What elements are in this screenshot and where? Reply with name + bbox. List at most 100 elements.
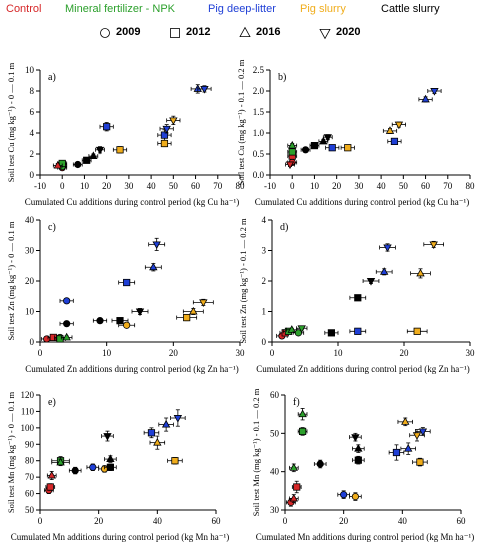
orange-triangle-down-marker: [199, 299, 208, 308]
legend-circle-marker: [100, 28, 110, 38]
data-point: [118, 278, 136, 287]
black-circle-marker: [63, 320, 71, 328]
legend-treatment-2: Pig deep-litter: [208, 3, 276, 15]
data-point: [88, 151, 99, 160]
x-tick-label: 60: [191, 181, 201, 191]
y-tick-label: 0.0: [253, 170, 265, 180]
legend-treatment-1: Mineral fertilizer - NPK: [65, 3, 176, 15]
black-square-marker: [327, 329, 336, 337]
data-point: [418, 94, 433, 103]
black-square-marker: [106, 463, 114, 471]
data-point: [52, 160, 63, 169]
orange-triangle-up-marker: [385, 126, 395, 134]
orange-square-marker: [183, 313, 191, 322]
legend-square-marker: [170, 28, 180, 38]
blue-square-marker: [123, 278, 131, 287]
x-axis-label: Cumulated Zn additions during control pe…: [256, 364, 469, 374]
x-tick-label: 0: [60, 181, 65, 191]
panel-f: 0 20 40 60 30 40 50 60 f) Cumulated Mn additions …: [251, 388, 474, 542]
x-tick-label: 30: [466, 348, 476, 358]
black-triangle-up-marker: [89, 151, 98, 160]
y-tick-label: 40: [25, 215, 35, 225]
data-point: [54, 335, 66, 343]
y-tick-label: 40: [270, 467, 280, 477]
x-tick-label: 50: [399, 181, 409, 191]
green-square-marker: [298, 427, 307, 436]
panel-label: e): [48, 397, 56, 408]
blue-square-marker: [392, 448, 401, 457]
orange-triangle-up-marker: [189, 306, 198, 315]
data-point: [387, 137, 402, 145]
x-tick-label: 10: [80, 181, 90, 191]
y-tick-label: 8: [30, 86, 35, 96]
data-point: [288, 493, 299, 503]
orange-triangle-up-marker: [416, 268, 425, 277]
black-circle-marker: [301, 146, 310, 154]
blue-triangle-down-marker: [430, 88, 439, 96]
data-point: [349, 432, 362, 442]
red-triangle-up-marker: [47, 470, 56, 479]
blue-triangle-up-marker: [380, 267, 389, 275]
data-point: [60, 332, 73, 341]
y-tick-label: 10: [25, 307, 35, 317]
y-tick-label: 20: [25, 276, 35, 286]
y-tick-label: 2.5: [253, 65, 265, 75]
black-triangle-up-marker: [354, 443, 363, 452]
data-point: [349, 327, 367, 335]
blue-square-marker: [390, 137, 399, 145]
y-tick-label: 70: [25, 472, 35, 482]
blue-square-marker: [147, 429, 156, 437]
y-tick-label: 50: [270, 428, 280, 438]
x-axis-label: Cumulated Mn additions during control pe…: [256, 532, 474, 542]
data-point: [95, 146, 105, 155]
black-triangle-up-marker: [106, 454, 115, 463]
data-point: [349, 294, 367, 302]
y-axis-label: Soil test Cu (mg kg⁻¹) - 0 — 0.1 m: [6, 62, 16, 182]
legend-treatment-4: Cattle slurry: [381, 3, 440, 15]
data-point: [148, 237, 166, 251]
data-point: [159, 124, 174, 134]
y-tick-label: 0: [30, 170, 35, 180]
blue-triangle-up-marker: [161, 419, 171, 428]
orange-circle-marker: [351, 492, 359, 501]
x-tick-label: 20: [332, 181, 342, 191]
green-triangle-up-marker: [289, 463, 298, 471]
black-triangle-down-marker: [135, 308, 145, 317]
x-tick-label: 80: [466, 181, 476, 191]
black-triangle-down-marker: [351, 434, 360, 442]
orange-square-marker: [344, 144, 352, 152]
blue-square-marker: [160, 131, 169, 139]
orange-triangle-down-marker: [429, 241, 438, 250]
data-point: [144, 262, 162, 272]
green-triangle-up-marker: [298, 409, 307, 418]
y-tick-label: 60: [270, 390, 280, 400]
legend-year-2020: 2020: [336, 26, 361, 38]
x-tick-label: 0: [290, 181, 295, 191]
x-axis-label: Cumulated Zn additions during control pe…: [25, 364, 238, 374]
data-point: [167, 457, 183, 465]
data-point: [382, 126, 398, 134]
data-point: [391, 121, 406, 130]
blue-triangle-down-marker: [200, 85, 209, 94]
black-triangle-down-marker: [103, 433, 112, 441]
data-point: [415, 427, 431, 437]
black-circle-marker: [316, 460, 324, 468]
y-tick-label: 2: [30, 149, 35, 159]
blue-square-marker: [103, 123, 111, 131]
data-point: [101, 430, 114, 442]
data-point: [46, 470, 57, 481]
data-point: [412, 457, 428, 467]
data-point: [296, 325, 308, 333]
orange-square-marker: [171, 457, 179, 465]
x-tick-label: 40: [153, 516, 163, 526]
green-triangle-up-marker: [56, 457, 65, 466]
data-point: [197, 85, 212, 94]
x-axis-label: Cumulated Mn additions during control pe…: [11, 532, 229, 542]
y-tick-label: 6: [30, 107, 35, 117]
data-point: [92, 317, 108, 325]
y-tick-label: 0: [262, 337, 267, 347]
x-tick-label: 20: [102, 181, 112, 191]
legend-year-2016: 2016: [256, 26, 281, 38]
x-tick-label: 80: [236, 181, 246, 191]
